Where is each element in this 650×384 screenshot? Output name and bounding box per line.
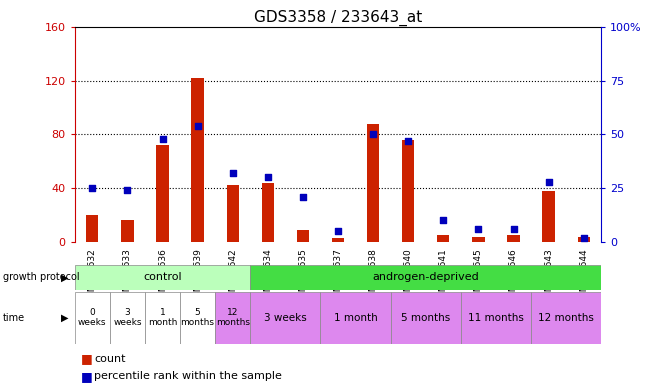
Bar bbox=[543, 191, 554, 242]
Text: 0
weeks: 0 weeks bbox=[78, 308, 107, 328]
Point bbox=[192, 123, 203, 129]
Bar bbox=[110, 292, 145, 344]
Bar bbox=[473, 237, 484, 242]
Text: ■: ■ bbox=[81, 353, 93, 366]
Bar bbox=[145, 292, 180, 344]
Bar bbox=[508, 235, 519, 242]
Text: 12 months: 12 months bbox=[538, 313, 594, 323]
Point bbox=[368, 131, 378, 137]
Bar bbox=[320, 292, 391, 344]
Text: 3 weeks: 3 weeks bbox=[264, 313, 307, 323]
Title: GDS3358 / 233643_at: GDS3358 / 233643_at bbox=[254, 9, 422, 25]
Bar bbox=[250, 265, 601, 290]
Point bbox=[157, 136, 168, 142]
Text: 5
months: 5 months bbox=[181, 308, 214, 328]
Bar bbox=[75, 292, 110, 344]
Bar bbox=[262, 183, 274, 242]
Bar bbox=[402, 140, 414, 242]
Point bbox=[333, 228, 343, 234]
Bar bbox=[531, 292, 601, 344]
Text: 1
month: 1 month bbox=[148, 308, 177, 328]
Text: 5 months: 5 months bbox=[401, 313, 450, 323]
Text: androgen-deprived: androgen-deprived bbox=[372, 272, 479, 283]
Bar bbox=[122, 220, 133, 242]
Bar bbox=[75, 265, 250, 290]
Point bbox=[87, 185, 98, 191]
Bar bbox=[86, 215, 98, 242]
Bar bbox=[180, 292, 215, 344]
Text: 11 months: 11 months bbox=[468, 313, 524, 323]
Bar bbox=[215, 292, 250, 344]
Text: ■: ■ bbox=[81, 370, 93, 383]
Point bbox=[122, 187, 133, 194]
Bar bbox=[461, 292, 531, 344]
Text: control: control bbox=[143, 272, 182, 283]
Bar bbox=[192, 78, 203, 242]
Point bbox=[508, 226, 519, 232]
Point bbox=[263, 174, 273, 180]
Bar bbox=[157, 145, 168, 242]
Text: growth protocol: growth protocol bbox=[3, 272, 80, 283]
Point bbox=[543, 179, 554, 185]
Text: 3
weeks: 3 weeks bbox=[113, 308, 142, 328]
Point bbox=[473, 226, 484, 232]
Point bbox=[227, 170, 238, 176]
Bar bbox=[297, 230, 309, 242]
Text: 12
months: 12 months bbox=[216, 308, 250, 328]
Bar bbox=[437, 235, 449, 242]
Point bbox=[578, 235, 589, 241]
Bar bbox=[367, 124, 379, 242]
Text: count: count bbox=[94, 354, 125, 364]
Bar bbox=[391, 292, 461, 344]
Text: ▶: ▶ bbox=[60, 272, 68, 283]
Bar bbox=[227, 185, 239, 242]
Bar bbox=[578, 237, 590, 242]
Point bbox=[403, 138, 413, 144]
Text: ▶: ▶ bbox=[60, 313, 68, 323]
Text: time: time bbox=[3, 313, 25, 323]
Text: 1 month: 1 month bbox=[333, 313, 378, 323]
Point bbox=[438, 217, 448, 223]
Bar bbox=[250, 292, 320, 344]
Point bbox=[298, 194, 308, 200]
Bar bbox=[332, 238, 344, 242]
Text: percentile rank within the sample: percentile rank within the sample bbox=[94, 371, 282, 381]
